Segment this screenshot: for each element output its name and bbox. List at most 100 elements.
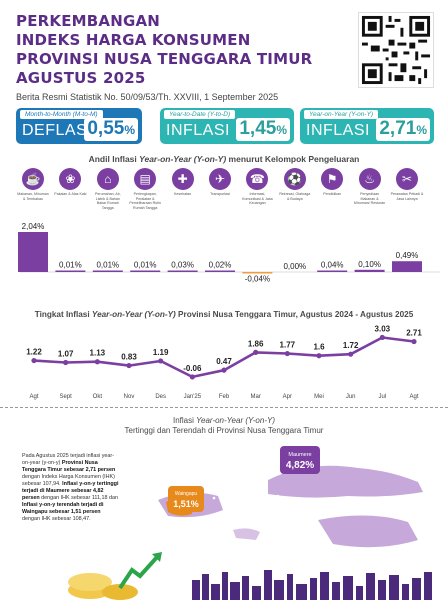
ytd-label: Year-to-Date (Y-to-D)	[164, 110, 236, 119]
decor-coins	[68, 552, 162, 600]
category-caption: Penyediaan Makanan & Minuman/ Restoran	[353, 192, 386, 206]
category-caption: Perawatan Pribadi & Jasa Lainnya	[390, 192, 424, 201]
yoy-value: 2,71%	[376, 118, 430, 141]
trend-value-label: 1.86	[248, 339, 264, 348]
utensils-icon: ☕	[22, 168, 44, 190]
high-callout	[280, 446, 320, 474]
trend-value-label: 3.03	[375, 324, 391, 333]
ytd-card: Year-to-Date (Y-to-D) INFLASI 1,45%	[160, 108, 294, 144]
summary-paragraph: Pada Agustus 2025 terjadi inflasi year-o…	[22, 453, 119, 522]
yoy-label: Year-on-Year (Y-on-Y)	[304, 110, 379, 119]
trend-point	[63, 359, 69, 366]
trend-value-label: 1.72	[343, 341, 359, 350]
trend-x-tick: Apr	[283, 394, 292, 400]
contribution-bar-chart: 2,04% 0,01% 0,01% 0,01% 0,03% 0,02% -0,04% 0,00…	[18, 222, 440, 284]
trend-point	[316, 353, 322, 359]
ytd-kind: INFLASI	[166, 122, 230, 139]
category-caption: Pendidikan	[323, 192, 342, 196]
trend-point	[348, 351, 354, 357]
timor-island	[318, 515, 418, 548]
trend-value-label: 0.47	[216, 357, 232, 366]
bar-value-label: -0,04%	[245, 275, 270, 284]
title-line-4: AGUSTUS 2025	[16, 69, 146, 87]
trend-x-tick: Mei	[314, 394, 324, 400]
bar-mark	[392, 261, 422, 272]
mtm-card: Month-to-Month (M-to-M) DEFLASI 0,55%	[16, 108, 142, 144]
title-line-2: INDEKS HARGA KONSUMEN	[16, 31, 251, 49]
bar-mark	[18, 232, 48, 272]
bar-mark	[130, 270, 161, 272]
bar-value-label: 2,04%	[22, 222, 45, 231]
trend-chart-title: Tingkat Inflasi Year-on-Year (Y-on-Y) Pr…	[34, 310, 414, 319]
sofa-icon: ▤	[134, 168, 157, 190]
trend-x-tick: Jan'25	[184, 394, 202, 400]
bar-value-label: 0,02%	[209, 261, 232, 270]
ytd-value: 1,45%	[236, 118, 290, 141]
category-caption: Pakaian & Alas Kaki	[54, 192, 87, 196]
trend-value-label: 1.19	[153, 348, 169, 357]
bar-value-label: 0,01%	[96, 261, 119, 270]
trend-x-tick: Agt	[29, 394, 38, 400]
trend-x-tick: Nov	[124, 394, 135, 400]
trend-value-label: 2.71	[406, 329, 422, 338]
car-icon: ✈	[209, 168, 231, 190]
trend-x-tick: Jun	[346, 394, 356, 400]
category-caption: Kesehatan	[174, 192, 192, 196]
trend-x-tick: Sept	[59, 394, 72, 400]
low-city-label: Waingapu	[175, 491, 198, 497]
trend-point	[158, 358, 164, 364]
trend-value-label: 1.13	[90, 349, 106, 358]
dish-icon: ♨	[358, 168, 381, 190]
decor-city	[192, 570, 432, 600]
page-title: PERKEMBANGAN INDEKS HARGA KONSUMEN PROVI…	[16, 12, 346, 88]
contribution-chart-title: Andil Inflasi Year-on-Year (Y-on-Y) menu…	[88, 154, 360, 164]
trend-point	[189, 374, 195, 380]
divider	[0, 407, 448, 408]
category-caption: Transportasi	[210, 192, 230, 196]
mtm-value: 0,55%	[84, 118, 138, 141]
category-caption: Perumahan, Air, Listrik & Bahan Bakar Ru…	[95, 192, 121, 210]
yoy-trend-line-chart: 1.22 Agt 1.07 Sept 1.13 Okt 0.83 Nov 1.19 Des -0.0…	[26, 324, 422, 400]
trend-value-label: -0.06	[183, 364, 202, 373]
shirt-icon: ❀	[59, 168, 82, 190]
bar-value-label: 0,03%	[171, 261, 194, 270]
mtm-label: Month-to-Month (M-to-M)	[20, 110, 103, 119]
release-info: Berita Resmi Statistik No. 50/09/53/Th. …	[16, 92, 279, 102]
yoy-card: Year-on-Year (Y-on-Y) INFLASI 2,71%	[300, 108, 434, 144]
trend-x-tick: Feb	[219, 394, 230, 400]
title-line-1: PERKEMBANGAN	[16, 12, 161, 30]
bar-value-label: 0,01%	[134, 261, 157, 270]
yoy-kind: INFLASI	[306, 122, 370, 139]
trend-point	[284, 350, 290, 357]
bar-value-label: 0,01%	[59, 261, 82, 270]
title-line-3: PROVINSI NUSA TENGGARA TIMUR	[16, 50, 313, 68]
trend-value-label: 1.77	[280, 341, 296, 350]
grad-cap-icon: ⚑	[321, 168, 344, 190]
bar-value-label: 0,00%	[283, 262, 306, 271]
trend-point	[253, 349, 259, 355]
qr-code[interactable]	[358, 12, 434, 88]
mtm-kind: DEFLASI	[22, 122, 93, 139]
trend-point	[379, 334, 385, 341]
phone-icon: ☎	[246, 168, 269, 190]
trend-point	[94, 359, 100, 365]
trend-x-tick: Agt	[409, 394, 418, 400]
trend-x-tick: Mar	[250, 394, 260, 400]
bar-mark	[55, 270, 86, 272]
bar-value-label: 0,10%	[358, 260, 381, 269]
bar-mark	[242, 272, 273, 274]
high-value-label: 4,82%	[286, 460, 314, 471]
scissors-icon: ✂	[396, 168, 418, 190]
bar-mark	[167, 270, 198, 272]
trend-point	[221, 367, 227, 373]
low-value-label: 1,51%	[173, 499, 199, 509]
trend-value-label: 1.6	[313, 343, 325, 352]
bar-mark	[317, 270, 348, 272]
trend-value-label: 1.22	[26, 348, 42, 357]
bar-mark	[92, 270, 123, 272]
trend-value-label: 1.07	[58, 349, 74, 358]
bar-value-label: 0,04%	[321, 261, 344, 270]
category-caption: Rekreasi, Olahraga & Budaya	[279, 192, 311, 201]
bar-mark	[354, 269, 385, 272]
ntt-map: Maumere 4,82% Waingapu 1,51%	[158, 446, 423, 548]
